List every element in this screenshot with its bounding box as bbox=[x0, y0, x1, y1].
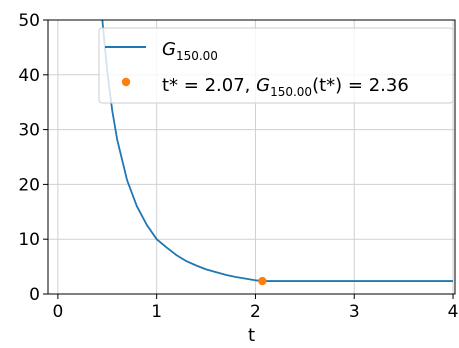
x-tick-label: 2 bbox=[250, 302, 261, 322]
legend-label-series: G150.00 bbox=[162, 39, 218, 63]
x-tick-label: 1 bbox=[151, 302, 162, 322]
x-tick-label: 0 bbox=[52, 302, 63, 322]
x-tick-label: 3 bbox=[349, 302, 360, 322]
x-tick-label: 4 bbox=[448, 302, 459, 322]
y-tick-label: 30 bbox=[18, 121, 40, 141]
plot-frame bbox=[47, 19, 456, 295]
plot-area bbox=[101, 20, 454, 286]
y-tick-label: 0 bbox=[29, 285, 40, 305]
y-tick-label: 10 bbox=[18, 230, 40, 250]
legend: G150.00 t* = 2.07, G150.00(t*) = 2.36 bbox=[98, 27, 454, 104]
x-axis-label: t bbox=[248, 325, 255, 343]
legend-point-swatch bbox=[121, 77, 131, 87]
legend-label-optimum: t* = 2.07, G150.00(t*) = 2.36 bbox=[162, 75, 409, 99]
optimum-point-marker bbox=[258, 276, 267, 286]
series-line-g150 bbox=[101, 20, 454, 282]
y-tick-label: 40 bbox=[18, 66, 40, 86]
y-tick-label: 50 bbox=[18, 11, 40, 31]
y-tick-label: 20 bbox=[18, 175, 40, 195]
legend-box bbox=[98, 27, 454, 104]
